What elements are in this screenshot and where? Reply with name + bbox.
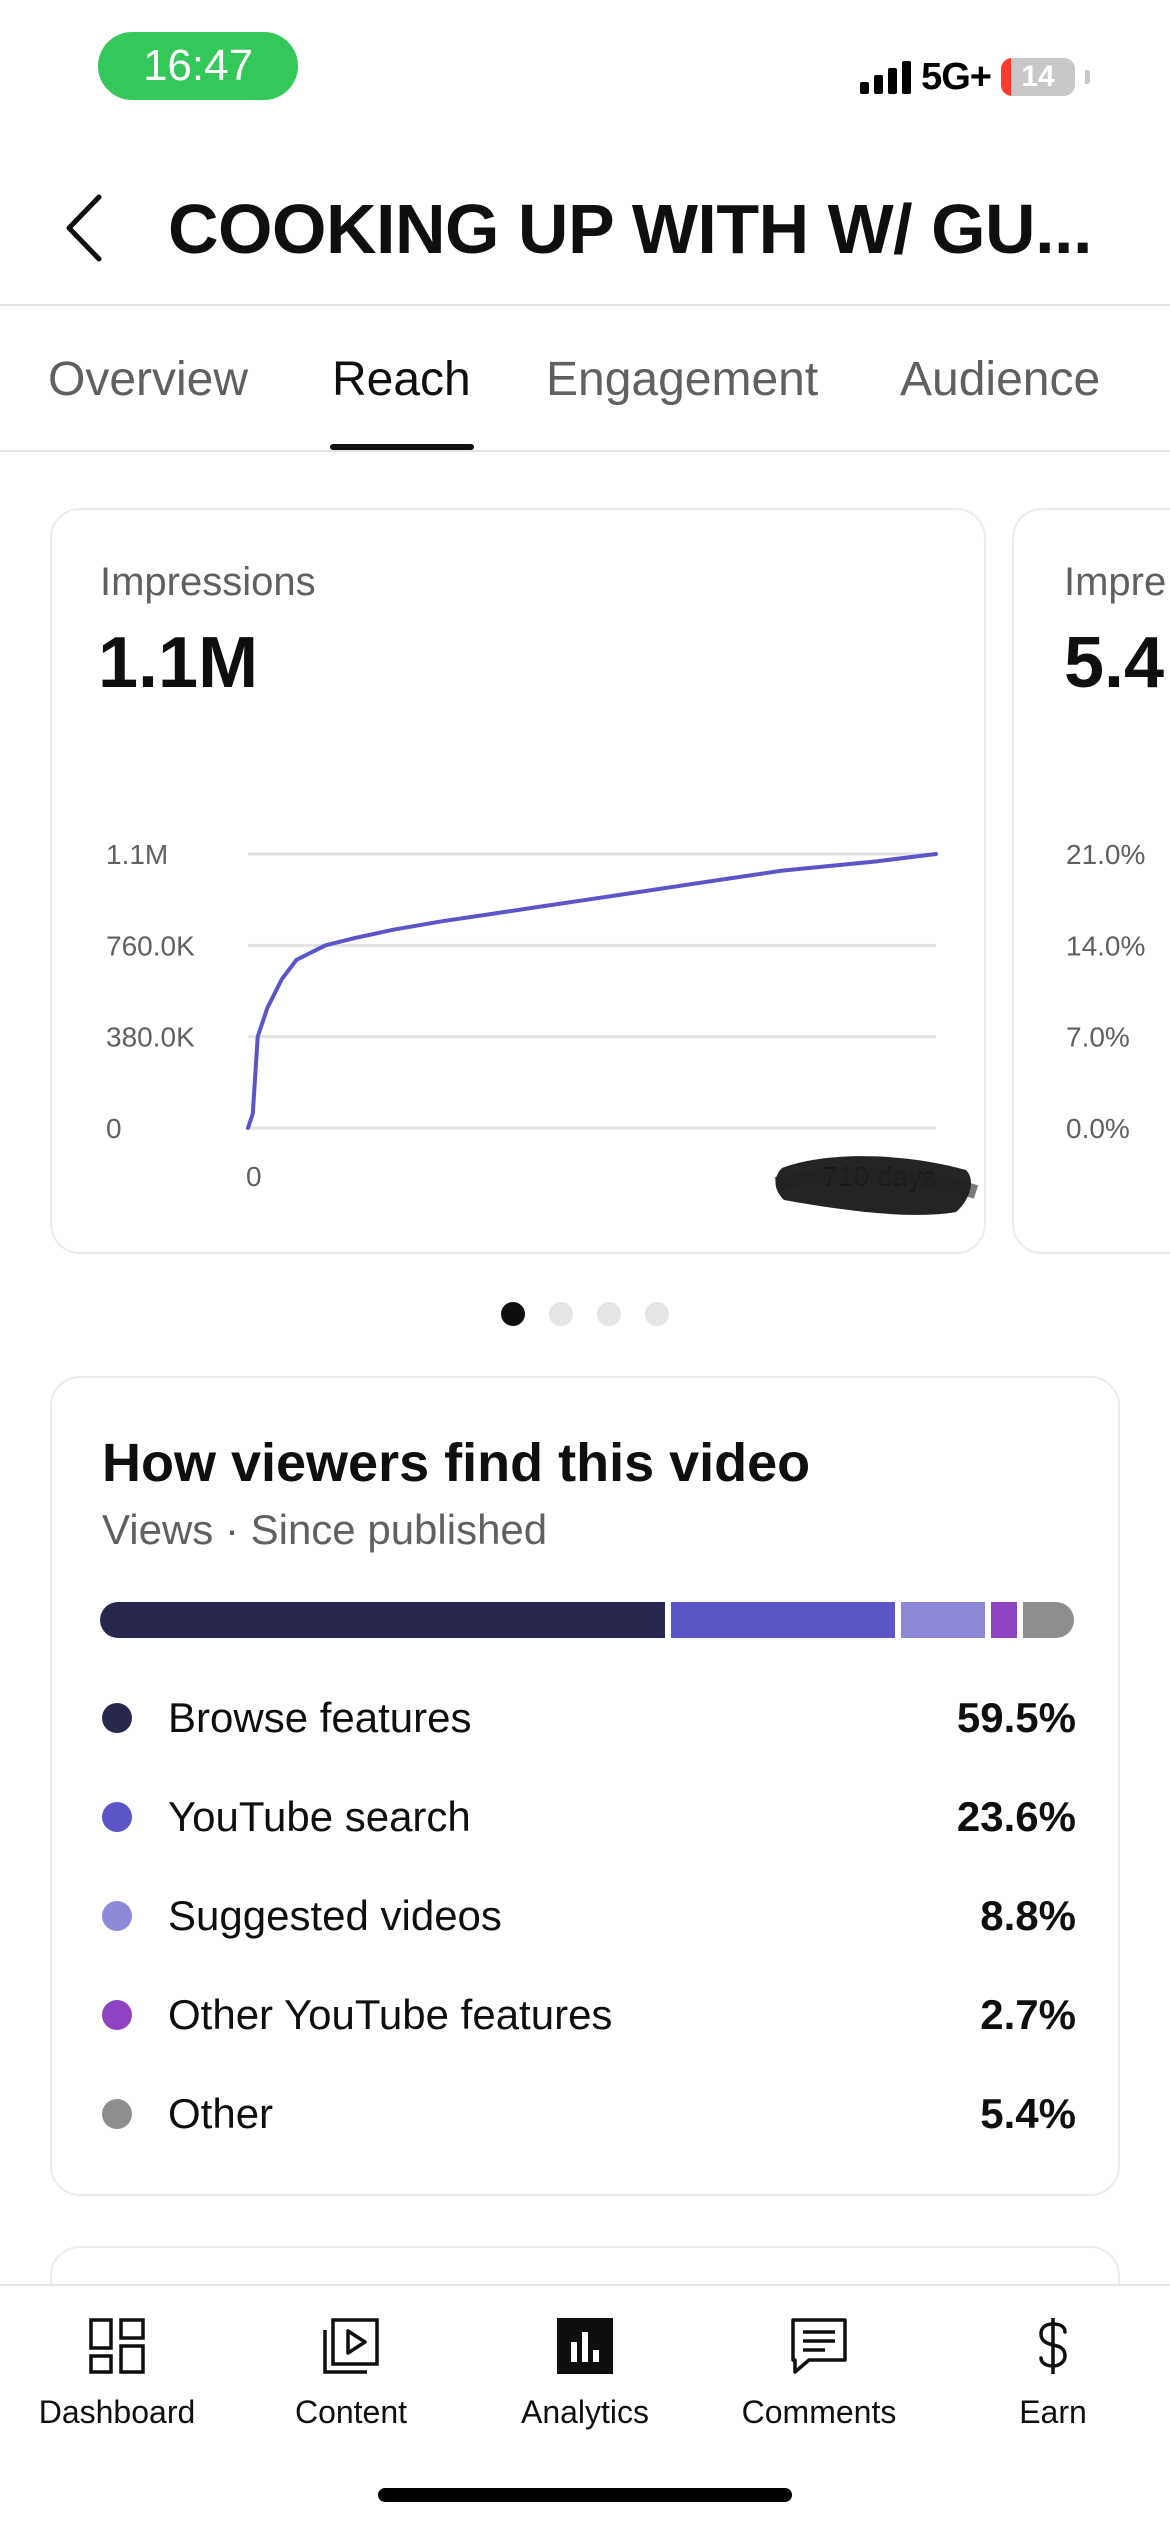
nav-dashboard[interactable]: Dashboard	[0, 2306, 234, 2466]
traffic-source-value: 59.5%	[956, 1693, 1076, 1741]
header: COOKING UP WITH W/ GU...	[0, 150, 1170, 306]
battery-fill	[1001, 58, 1012, 96]
card-title: How viewers find this video	[102, 1433, 811, 1493]
network-type: 5G+	[921, 55, 992, 98]
nav-label: Dashboard	[38, 2394, 196, 2430]
signal-icon	[860, 60, 912, 94]
traffic-source-label: Browse features	[168, 1693, 472, 1741]
traffic-stacked-bar	[100, 1602, 1074, 1638]
y-tick-label: 1.1M	[106, 839, 168, 870]
y-tick-label: 14.0%	[1066, 930, 1145, 961]
y-tick-label: 21.0%	[1066, 839, 1145, 870]
battery-cap	[1085, 70, 1090, 84]
impressions-ctr-card[interactable]: Impre 5.4 0.0% 7.0% 14.0% 21.0%	[1012, 508, 1170, 1254]
comments-icon	[791, 2318, 847, 2374]
nav-label: Analytics	[520, 2394, 650, 2430]
traffic-source-label: Other	[168, 2089, 274, 2137]
stacked-bar-segment	[991, 1602, 1017, 1638]
impressions-series-line	[246, 852, 938, 1130]
legend-dot	[102, 1900, 132, 1931]
y-tick-label: 380.0K	[106, 1022, 195, 1053]
tab-reach[interactable]: Reach	[332, 353, 471, 406]
carousel-dot[interactable]	[501, 1302, 525, 1326]
nav-label: Comments	[741, 2394, 897, 2430]
nav-label: Content	[294, 2394, 408, 2430]
stacked-bar-segment	[901, 1602, 986, 1638]
content-icon	[323, 2318, 379, 2374]
legend-dot	[102, 1702, 132, 1733]
chart-y-axis: 0 380.0K 760.0K 1.1M	[106, 839, 195, 1144]
status-time: 16:47	[98, 32, 298, 100]
earn-icon	[1039, 2318, 1067, 2374]
traffic-source-row[interactable]: YouTube search 23.6%	[100, 1767, 1076, 1866]
traffic-source-row[interactable]: Suggested videos 8.8%	[100, 1866, 1076, 1965]
stacked-bar-segment	[100, 1602, 666, 1638]
status-bar: 16:47 5G+ 14	[0, 0, 1170, 140]
tab-engagement[interactable]: Engagement	[546, 353, 819, 406]
dashboard-icon	[89, 2318, 145, 2374]
traffic-source-label: YouTube search	[168, 1792, 471, 1840]
nav-label: Earn	[1019, 2394, 1087, 2430]
x-tick-label: 0	[246, 1161, 262, 1192]
carousel-dot[interactable]	[549, 1302, 573, 1326]
legend-dot	[102, 1999, 132, 2030]
carousel-dot[interactable]	[597, 1302, 621, 1326]
page-title: COOKING UP WITH W/ GU...	[168, 190, 1092, 268]
traffic-source-label: Other YouTube features	[168, 1990, 613, 2038]
battery-icon: 14	[1001, 58, 1075, 96]
legend-dot	[102, 1801, 132, 1832]
nav-earn[interactable]: Earn	[936, 2306, 1170, 2466]
status-indicators: 5G+ 14	[860, 52, 1090, 102]
home-indicator	[378, 2488, 792, 2502]
y-tick-label: 0.0%	[1066, 1113, 1130, 1144]
carousel-dots	[0, 1302, 1170, 1326]
battery-level: 14	[1021, 60, 1055, 93]
nav-content[interactable]: Content	[234, 2306, 468, 2466]
traffic-source-row[interactable]: Other YouTube features 2.7%	[100, 1965, 1076, 2064]
y-tick-label: 7.0%	[1066, 1022, 1130, 1053]
metric-value: 5.4	[1064, 623, 1165, 703]
traffic-legend: Browse features 59.5% YouTube search 23.6% S…	[100, 1668, 1076, 2163]
tab-bar: Overview Reach Engagement Audience	[0, 308, 1170, 452]
traffic-source-value: 2.7%	[980, 1990, 1076, 2038]
metric-label: Impressions	[100, 560, 316, 604]
traffic-source-row[interactable]: Other 5.4%	[100, 2064, 1076, 2163]
active-tab-indicator	[330, 444, 474, 450]
metric-label: Impre	[1064, 560, 1167, 604]
traffic-sources-card[interactable]: How viewers find this video Views · Sinc…	[50, 1376, 1120, 2196]
carousel-dot[interactable]	[645, 1302, 669, 1326]
y-tick-label: 0	[106, 1113, 122, 1144]
y-tick-label: 760.0K	[106, 930, 195, 961]
stacked-bar-segment	[1022, 1602, 1074, 1638]
chart-grid	[248, 852, 936, 1130]
ctr-chart: 0.0% 7.0% 14.0% 21.0%	[1066, 839, 1145, 1144]
traffic-source-value: 8.8%	[980, 1891, 1076, 1939]
analytics-icon	[557, 2318, 613, 2374]
traffic-source-row[interactable]: Browse features 59.5%	[100, 1668, 1076, 1767]
nav-comments[interactable]: Comments	[702, 2306, 936, 2466]
traffic-source-value: 5.4%	[980, 2089, 1076, 2137]
legend-dot	[102, 2098, 132, 2129]
metric-value: 1.1M	[98, 623, 259, 703]
traffic-source-value: 23.6%	[956, 1792, 1076, 1840]
redaction-scribble	[774, 1156, 979, 1215]
tab-audience[interactable]: Audience	[900, 353, 1101, 406]
stacked-bar-segment	[671, 1602, 896, 1638]
chevron-left-icon	[66, 194, 102, 262]
traffic-source-label: Suggested videos	[168, 1891, 502, 1939]
tab-overview[interactable]: Overview	[48, 353, 249, 406]
back-button[interactable]	[50, 188, 120, 268]
nav-analytics[interactable]: Analytics	[468, 2306, 702, 2466]
chart-y-axis: 0.0% 7.0% 14.0% 21.0%	[1066, 839, 1145, 1144]
card-subtitle: Views · Since published	[102, 1506, 548, 1553]
